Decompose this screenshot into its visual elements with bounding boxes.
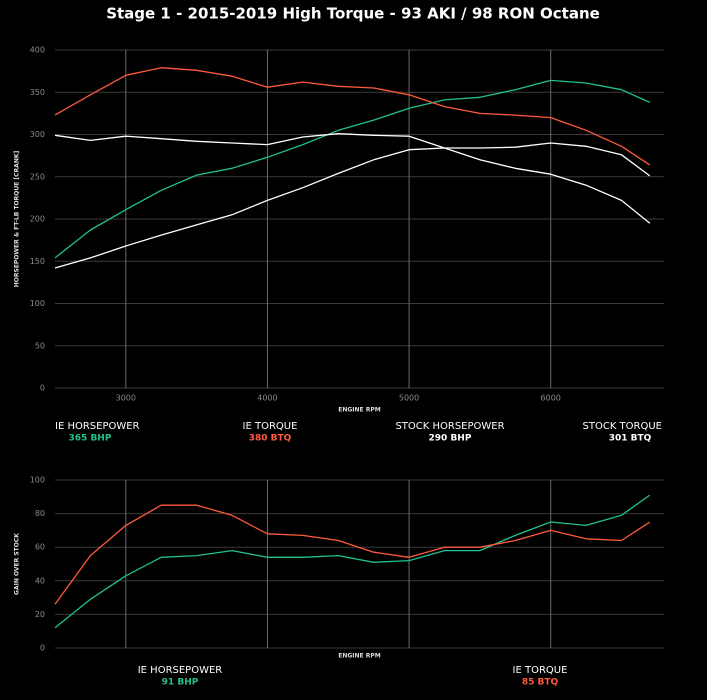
- x-axis-title: ENGINE RPM: [338, 653, 381, 660]
- x-tick-label: 4000: [257, 394, 277, 403]
- legend-label: IE TORQUE: [513, 665, 568, 676]
- y-tick-label: 200: [30, 215, 45, 224]
- series-line: [54, 504, 651, 605]
- legend-value: 380 BTQ: [249, 434, 292, 444]
- legend-value: 365 BHP: [69, 434, 112, 444]
- legend-value: 85 BTQ: [522, 678, 559, 688]
- legend-label: IE HORSEPOWER: [55, 421, 140, 432]
- x-tick-label: 5000: [399, 394, 419, 403]
- y-tick-label: 60: [35, 543, 45, 552]
- chart-title: Stage 1 - 2015-2019 High Torque - 93 AKI…: [106, 5, 600, 23]
- y-tick-label: 50: [35, 341, 45, 350]
- legend-value: 91 BHP: [162, 678, 199, 688]
- series-line: [54, 67, 651, 166]
- y-tick-label: 100: [30, 299, 45, 308]
- y-tick-label: 250: [30, 172, 45, 181]
- y-tick-label: 400: [30, 46, 45, 55]
- y-tick-label: 100: [30, 476, 45, 485]
- x-tick-label: 3000: [116, 394, 136, 403]
- y-tick-label: 0: [40, 384, 45, 393]
- series-line: [54, 494, 651, 629]
- legend-label: IE HORSEPOWER: [138, 665, 223, 676]
- y-tick-label: 80: [35, 509, 45, 518]
- x-tick-label: 6000: [541, 394, 561, 403]
- y-tick-label: 0: [40, 644, 45, 653]
- legend-label: IE TORQUE: [243, 421, 298, 432]
- legend-label: STOCK TORQUE: [583, 421, 662, 432]
- y-axis-title: GAIN OVER STOCK: [14, 533, 21, 595]
- x-axis-title: ENGINE RPM: [338, 407, 381, 414]
- series-line: [54, 142, 651, 269]
- series-line: [54, 133, 651, 224]
- y-tick-label: 150: [30, 257, 45, 266]
- y-axis-title: HORSEPOWER & FT-LB TORQUE [CRANK]: [14, 151, 21, 288]
- y-tick-label: 40: [35, 576, 45, 585]
- y-tick-label: 300: [30, 130, 45, 139]
- y-tick-label: 20: [35, 610, 45, 619]
- legend-value: 301 BTQ: [609, 434, 652, 444]
- series-line: [54, 79, 651, 259]
- legend-label: STOCK HORSEPOWER: [395, 421, 504, 432]
- y-tick-label: 350: [30, 88, 45, 97]
- legend-value: 290 BHP: [429, 434, 472, 444]
